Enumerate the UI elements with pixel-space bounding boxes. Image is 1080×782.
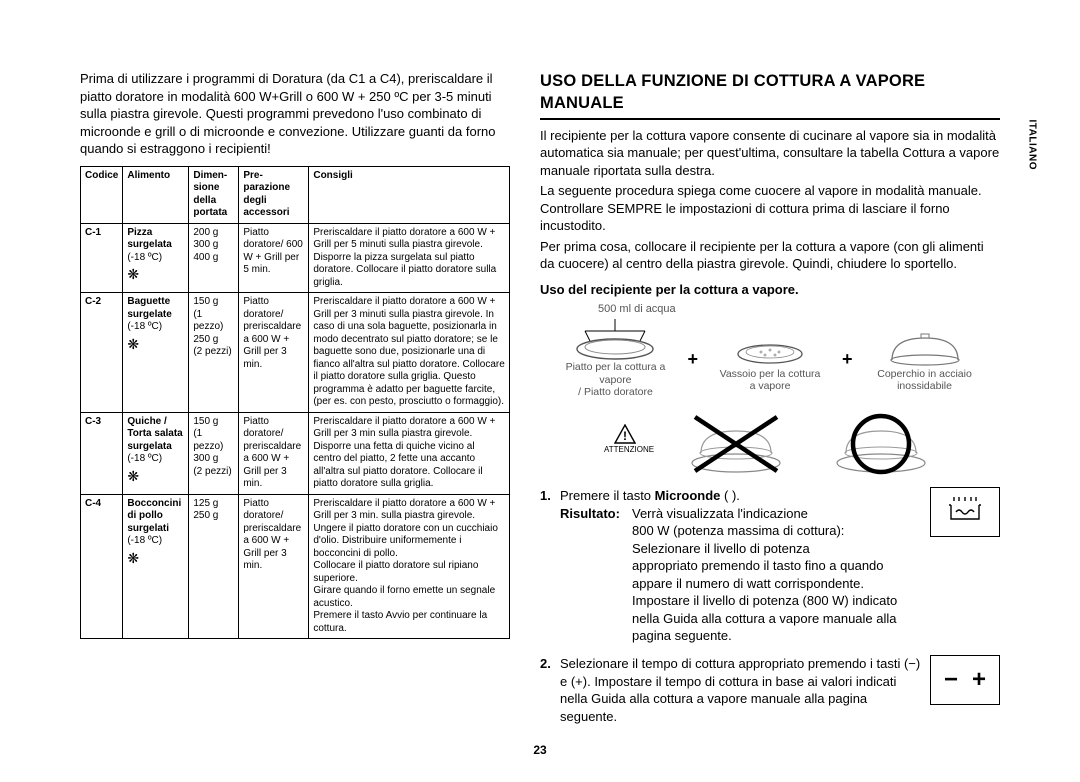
programs-table: Codice Alimento Dimen‑ sione della porta… (80, 166, 510, 640)
microwave-button-icon (930, 487, 1000, 537)
wrong-assembly-icon (681, 405, 791, 475)
subheading: Uso del recipiente per la cottura a vapo… (540, 281, 1000, 299)
warning-icon: ! ATTENZIONE (604, 424, 646, 456)
svg-text:!: ! (623, 429, 627, 443)
left-column: Prima di utilizzare i programmi di Dorat… (80, 70, 510, 735)
right-column: USO DELLA FUNZIONE DI COTTURA A VAPORE M… (540, 70, 1000, 735)
minus-plus-buttons-icon: − + (930, 655, 1000, 705)
step-2: 2. Selezionare il tempo di cottura appro… (540, 655, 1000, 725)
th-food: Alimento (123, 166, 189, 223)
steel-lid-icon (880, 326, 970, 368)
result-body: Verrà visualizzata l'indicazione 800 W (… (632, 505, 922, 645)
section-title: USO DELLA FUNZIONE DI COTTURA A VAPORE M… (540, 70, 1000, 120)
steam-tray-icon (731, 326, 809, 368)
plus-icon: + (687, 347, 698, 371)
intro-text: Prima di utilizzare i programmi di Dorat… (80, 70, 510, 158)
water-label: 500 ml di acqua (598, 302, 1000, 317)
steam-plate-icon (565, 319, 665, 361)
para-3: Per prima cosa, collocare il recipiente … (540, 238, 1000, 273)
th-prep: Pre‑ parazione degli accessori (239, 166, 309, 223)
table-row: C-3Quiche / Torta salata surgelata(-18 º… (81, 412, 510, 494)
correct-incorrect-diagram: ! ATTENZIONE (540, 405, 1000, 475)
table-row: C-2Baguette surgelate(-18 ºC)❋150 g (1 p… (81, 293, 510, 413)
page-columns: Prima di utilizzare i programmi di Dorat… (80, 70, 1000, 735)
assembly-diagram: Piatto per la cottura a vapore/ Piatto d… (540, 319, 1000, 399)
step-1: 1. Premere il tasto Microonde ( ). Risul… (540, 487, 1000, 645)
result-label: Risultato: (560, 505, 632, 645)
th-advice: Consigli (309, 166, 510, 223)
th-size: Dimen‑ sione della portata (189, 166, 239, 223)
para-1: Il recipiente per la cottura vapore cons… (540, 127, 1000, 180)
th-code: Codice (81, 166, 123, 223)
para-2: La seguente procedura spiega come cuocer… (540, 182, 1000, 235)
plus-icon: + (842, 347, 853, 371)
table-row: C-4Bocconcini di pollo surgelati(-18 ºC)… (81, 494, 510, 639)
page-number: 23 (533, 742, 546, 758)
language-tab: ITALIANO (1025, 120, 1039, 170)
correct-assembly-icon (826, 405, 936, 475)
steps-list: 1. Premere il tasto Microonde ( ). Risul… (540, 487, 1000, 725)
table-row: C-1Pizza surgelata(-18 ºC)❋200 g 300 g 4… (81, 223, 510, 293)
